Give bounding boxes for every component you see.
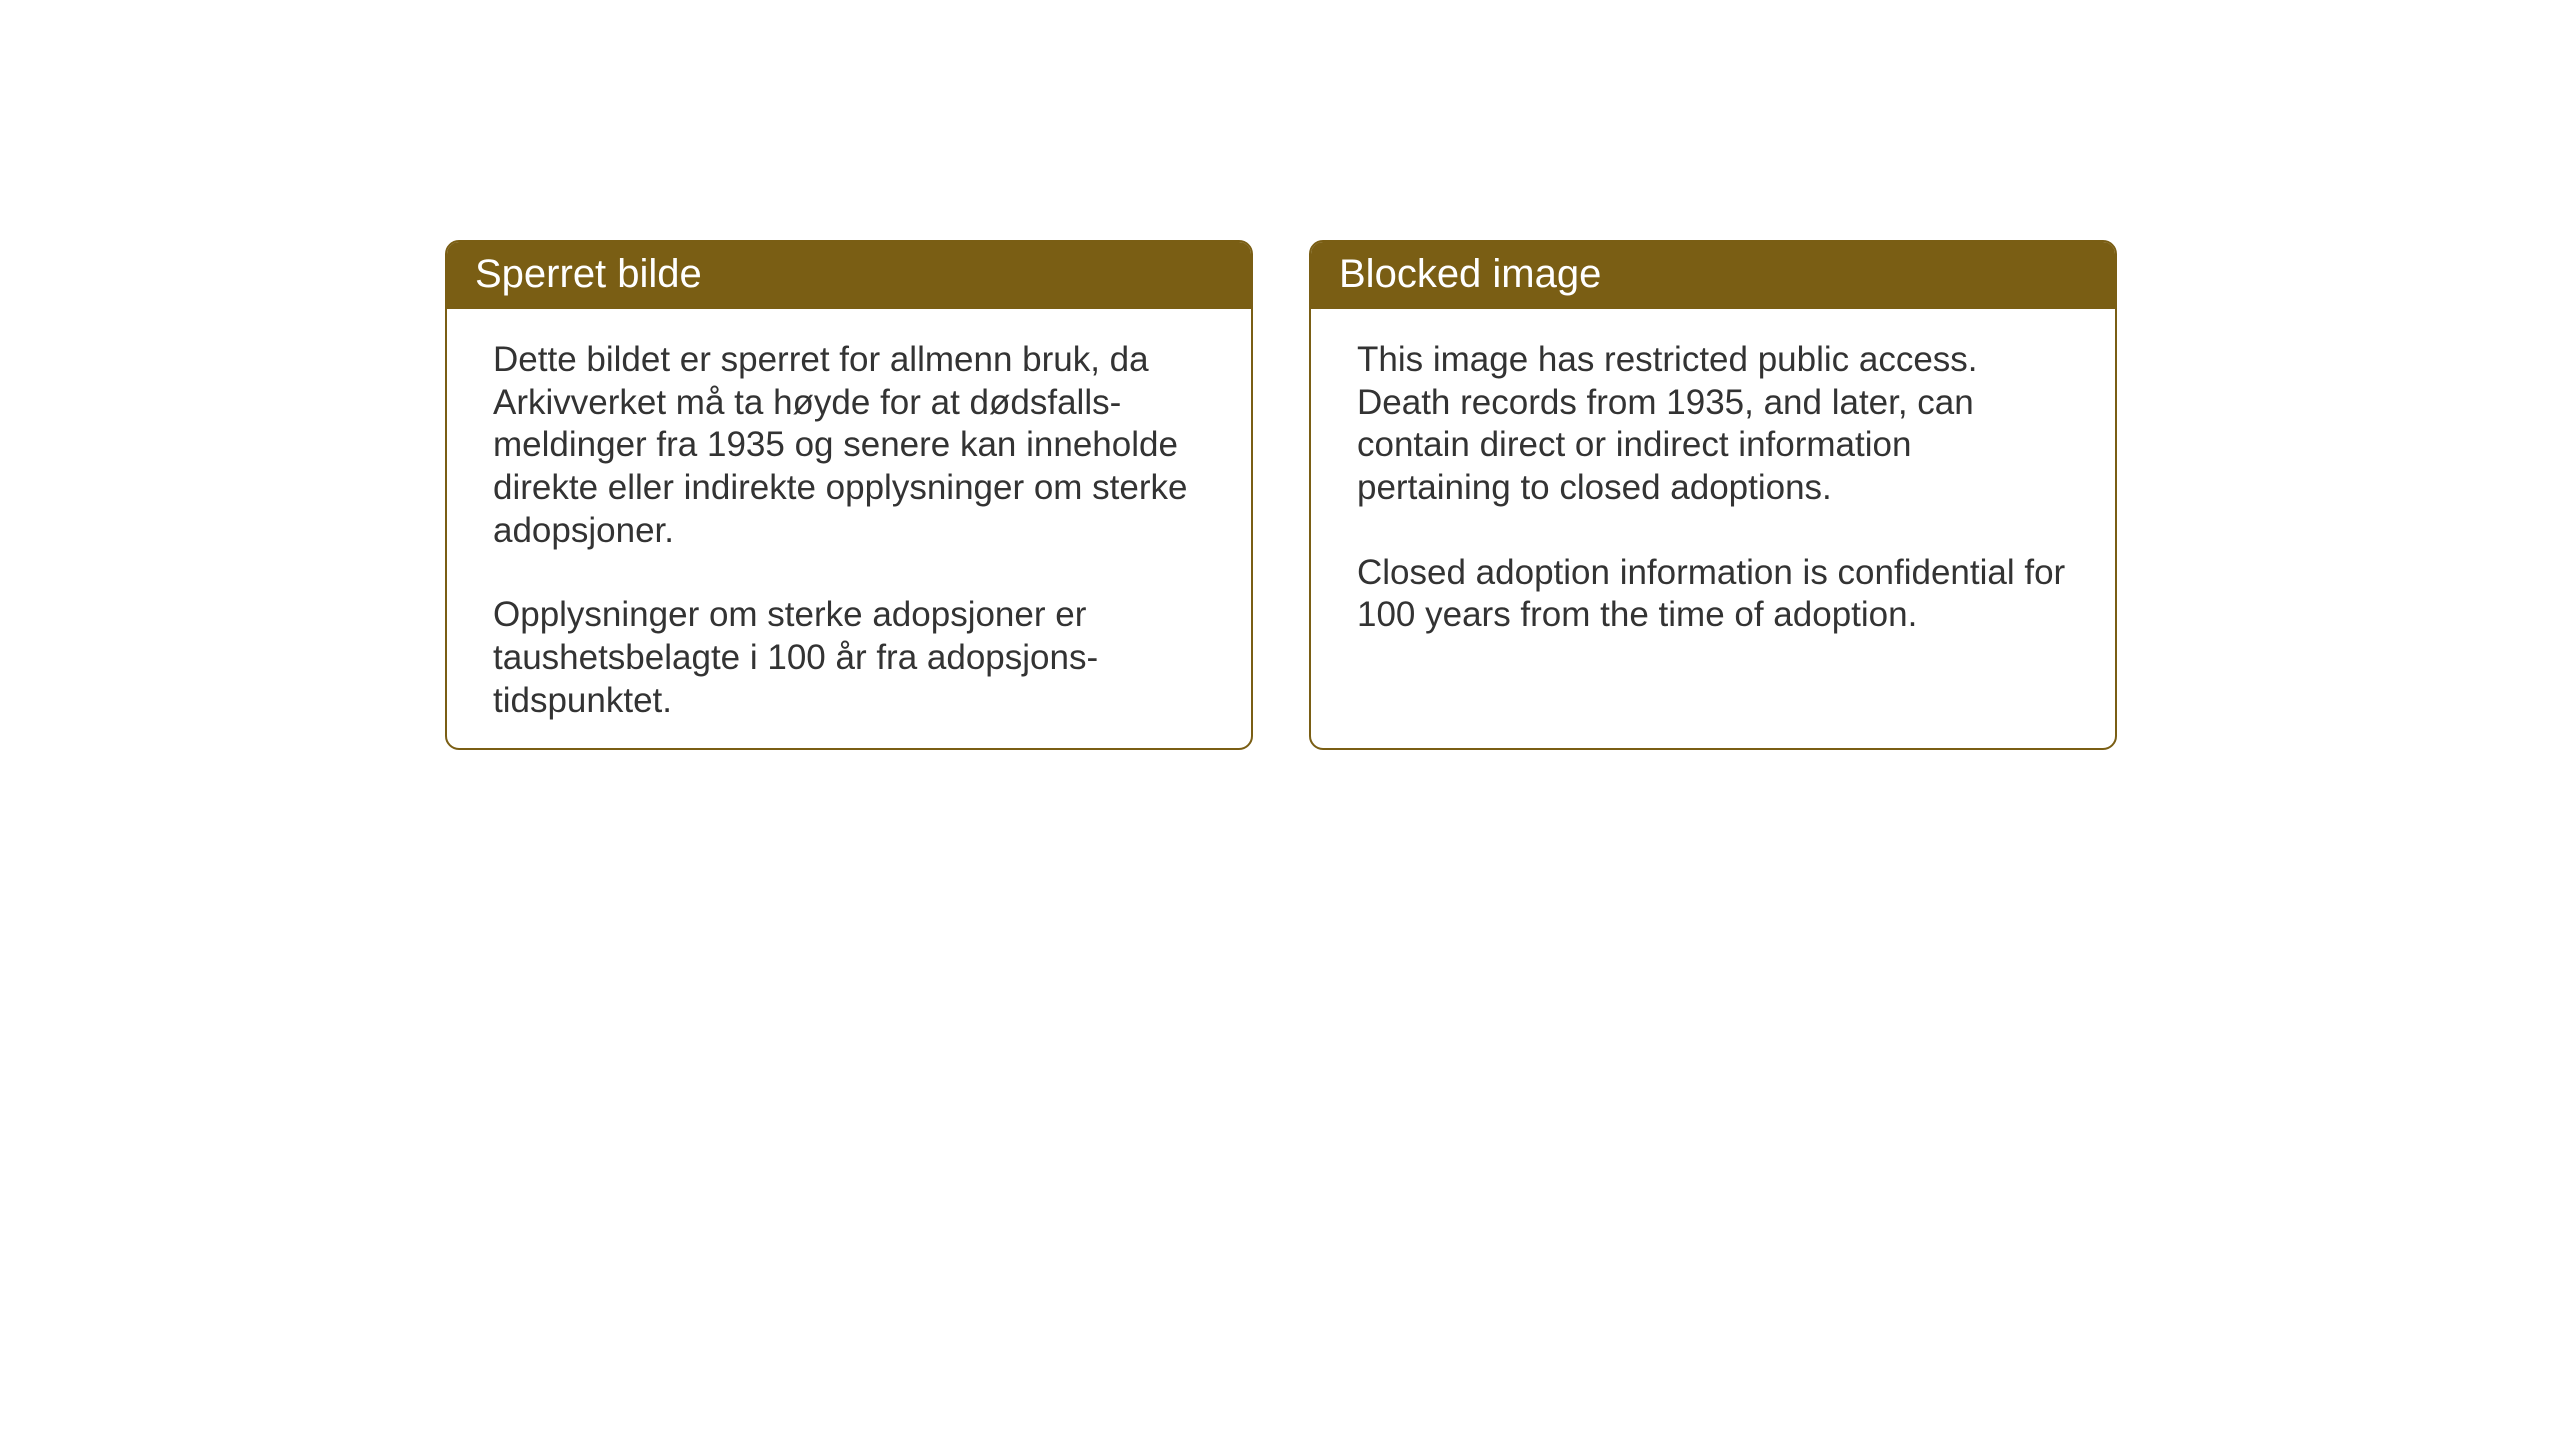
notice-paragraph-1-en: This image has restricted public access.… xyxy=(1357,339,2069,510)
notice-paragraph-1-no: Dette bildet er sperret for allmenn bruk… xyxy=(493,339,1205,552)
card-body-norwegian: Dette bildet er sperret for allmenn bruk… xyxy=(447,309,1251,750)
notice-card-norwegian: Sperret bilde Dette bildet er sperret fo… xyxy=(445,240,1253,750)
card-header-norwegian: Sperret bilde xyxy=(447,242,1251,309)
card-body-english: This image has restricted public access.… xyxy=(1311,309,2115,673)
notice-cards-container: Sperret bilde Dette bildet er sperret fo… xyxy=(445,240,2117,750)
notice-paragraph-2-no: Opplysninger om sterke adopsjoner er tau… xyxy=(493,594,1205,722)
notice-paragraph-2-en: Closed adoption information is confident… xyxy=(1357,552,2069,637)
card-header-english: Blocked image xyxy=(1311,242,2115,309)
notice-card-english: Blocked image This image has restricted … xyxy=(1309,240,2117,750)
